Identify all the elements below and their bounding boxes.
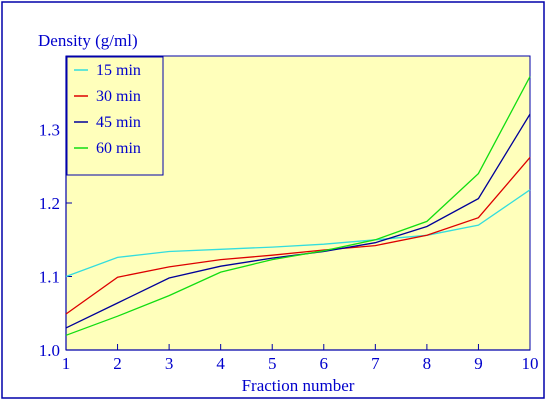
y-tick-label: 1.3 [39,121,60,140]
y-tick-label: 1.2 [39,194,60,213]
y-axis-label: Density (g/ml) [38,31,138,50]
x-tick-label: 7 [371,354,380,373]
legend-label: 45 min [96,114,141,131]
x-tick-label: 9 [474,354,483,373]
series-lines [65,76,531,336]
x-tick-label: 10 [522,354,539,373]
series-line [65,189,531,278]
x-axis-label: Fraction number [242,376,355,395]
x-tick-label: 4 [216,354,225,373]
x-tick-label: 8 [423,354,432,373]
x-tick-label: 2 [113,354,122,373]
legend-label: 15 min [96,62,141,79]
x-tick-label: 1 [62,354,71,373]
x-tick-label: 5 [268,354,277,373]
y-tick-label: 1.1 [39,268,60,287]
series-line [65,156,531,315]
legend-label: 60 min [96,140,141,157]
x-tick-label: 6 [320,354,329,373]
legend-box [66,56,164,176]
legend-label: 30 min [96,88,141,105]
x-tick-label: 3 [165,354,174,373]
axes: 1 2 3 4 5 6 7 8 9 10 1.0 1.1 1.2 1.3 [39,56,539,373]
legend: 15 min 30 min 45 min 60 min [66,56,164,176]
y-tick-label: 1.0 [39,341,60,360]
series-line [65,76,531,336]
